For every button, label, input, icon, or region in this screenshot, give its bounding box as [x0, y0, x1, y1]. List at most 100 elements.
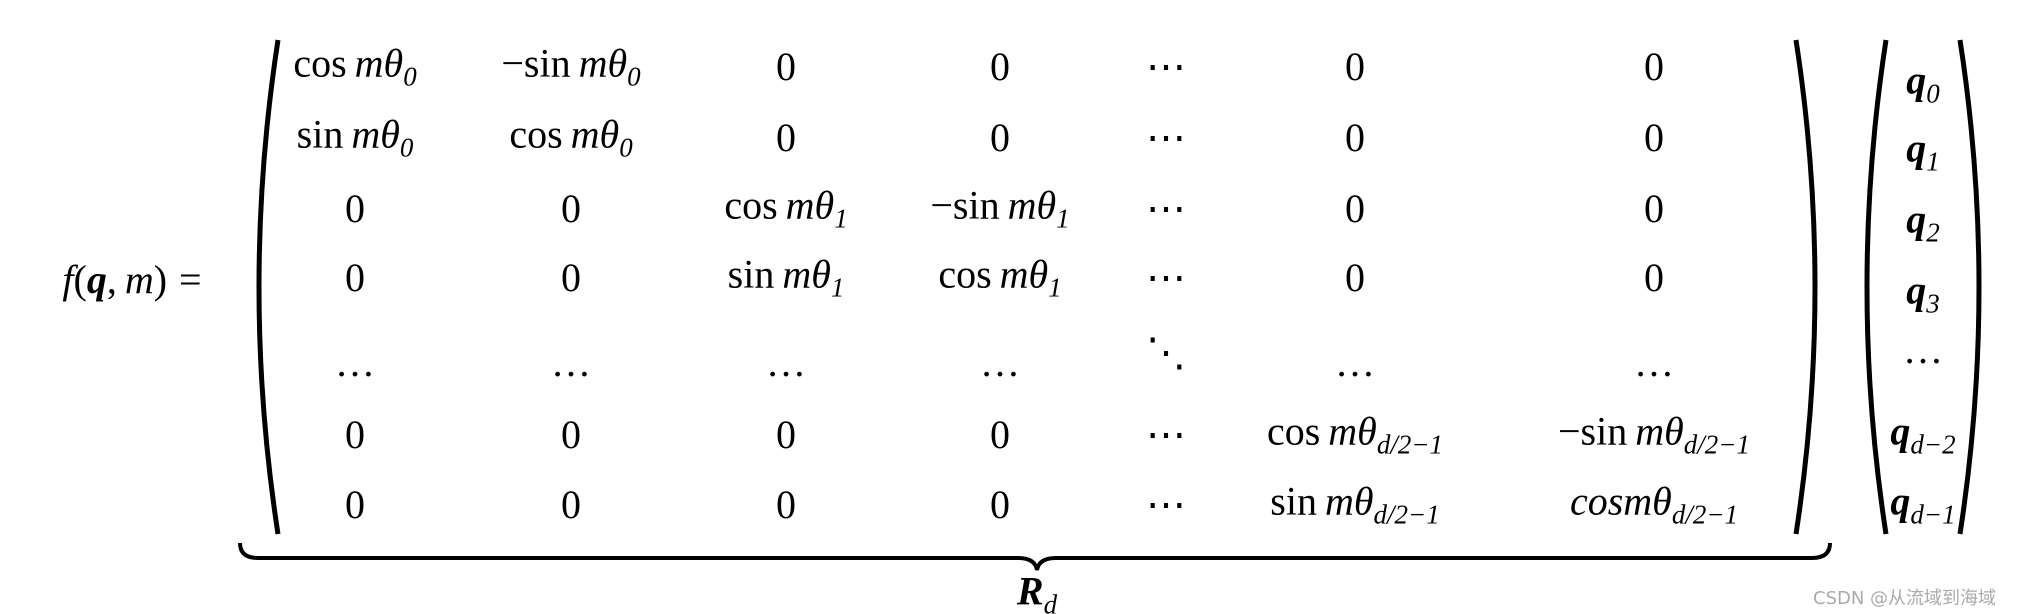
- vector-entry: q0: [1906, 60, 1940, 107]
- matrix-cell: sin mθd/2−1: [1270, 481, 1439, 528]
- matrix-cell: 0: [345, 258, 365, 298]
- math-part: 0: [1926, 78, 1940, 109]
- math-part: 0: [990, 44, 1010, 89]
- matrix-cell: 0: [1345, 47, 1365, 87]
- math-part: 0: [345, 412, 365, 457]
- matrix-cell: cosmθd/2−1: [1570, 481, 1738, 528]
- math-part: mθ: [354, 40, 404, 86]
- matrix-cell: −sin mθ0: [501, 43, 640, 90]
- math-part: q: [1906, 196, 1927, 242]
- math-part: mθ: [782, 251, 831, 297]
- math-part: 0: [990, 482, 1010, 527]
- math-part: cos: [293, 40, 347, 86]
- matrix-cell: ⋯: [1146, 258, 1186, 298]
- matrix-cell: ⋯: [1146, 415, 1186, 455]
- vector-entry: qd−2: [1890, 411, 1955, 458]
- math-part: 1: [830, 272, 845, 303]
- matrix-cell: 0: [776, 415, 796, 455]
- math-part: 0: [403, 61, 417, 92]
- math-part: d−2: [1910, 429, 1956, 460]
- math-part: 0: [345, 186, 365, 231]
- matrix-cell: 0: [1345, 118, 1365, 158]
- math-part: 0: [561, 482, 581, 527]
- left-paren: [256, 39, 281, 535]
- math-part: q: [86, 257, 107, 302]
- math-part: ⋯: [1146, 255, 1186, 300]
- matrix-cell: sin mθ1: [728, 254, 845, 301]
- math-part: m: [124, 257, 154, 302]
- math-part: 0: [1644, 115, 1664, 160]
- matrix-cell: 0: [561, 415, 581, 455]
- math-part: 0: [345, 482, 365, 527]
- matrix-cell: ⋯: [1146, 189, 1186, 229]
- watermark: CSDN @从流域到海域: [1813, 588, 1997, 609]
- vector-entry: q3: [1906, 270, 1940, 317]
- right-paren: [1793, 39, 1818, 535]
- math-part: −sin: [930, 182, 1000, 228]
- math-part: ⋯: [1146, 115, 1186, 160]
- math-part: 0: [776, 44, 796, 89]
- math-part: sin: [296, 111, 344, 157]
- math-part: 0: [561, 255, 581, 300]
- matrix-cell: 0: [776, 118, 796, 158]
- vector-entry: …: [1903, 330, 1943, 370]
- vector-left-paren: [1864, 39, 1889, 535]
- math-part: 0: [990, 412, 1010, 457]
- math-part: 0: [399, 132, 414, 163]
- math-part: R: [1016, 568, 1044, 614]
- matrix-cell: cos mθ1: [938, 254, 1061, 301]
- math-part: mθ: [570, 111, 620, 157]
- math-part: d: [1043, 589, 1058, 614]
- matrix-cell: 0: [561, 189, 581, 229]
- math-part: f: [62, 257, 74, 302]
- math-part: d/2−1: [1683, 429, 1751, 460]
- matrix-cell: …: [766, 343, 806, 383]
- underbrace-label: Rd: [1017, 571, 1057, 614]
- math-part: cos: [724, 182, 778, 228]
- math-part: sin: [727, 251, 775, 297]
- math-part: 0: [1644, 44, 1664, 89]
- math-part: ⋯: [1146, 412, 1186, 457]
- math-part: cos: [938, 251, 992, 297]
- matrix-cell: 0: [776, 47, 796, 87]
- math-part: 0: [776, 412, 796, 457]
- math-part: 0: [561, 186, 581, 231]
- math-part: −sin: [1557, 408, 1628, 454]
- vector-entry: q1: [1906, 128, 1940, 175]
- math-part: …: [1335, 340, 1375, 385]
- math-part: =: [179, 257, 202, 302]
- math-part: 1: [834, 203, 848, 234]
- math-part: sin: [1270, 478, 1317, 524]
- math-part: mθ: [1324, 478, 1374, 524]
- math-part: ): [153, 257, 168, 302]
- math-part: 1: [1926, 146, 1940, 177]
- matrix-cell: 0: [345, 415, 365, 455]
- matrix-cell: 0: [990, 118, 1010, 158]
- math-part: …: [335, 340, 375, 385]
- math-part: q: [1906, 125, 1927, 171]
- math-part: …: [980, 340, 1020, 385]
- math-part: …: [1903, 327, 1943, 372]
- math-part: 3: [1926, 288, 1940, 319]
- matrix-cell: 0: [561, 258, 581, 298]
- matrix-cell: 0: [990, 415, 1010, 455]
- matrix-cell: cos mθ1: [724, 185, 847, 232]
- matrix-cell: 0: [345, 189, 365, 229]
- math-part: d−1: [1910, 499, 1956, 530]
- math-part: q: [1890, 478, 1911, 524]
- math-part: q: [1906, 57, 1927, 103]
- matrix-cell: ⋱: [1146, 333, 1186, 373]
- math-part: q: [1906, 267, 1927, 313]
- math-part: cosmθ: [1569, 478, 1672, 524]
- math-part: 0: [561, 412, 581, 457]
- matrix-cell: cos mθ0: [509, 114, 632, 161]
- matrix-cell: ⋯: [1146, 118, 1186, 158]
- vector-right-paren: [1957, 39, 1982, 535]
- matrix-cell: 0: [345, 485, 365, 525]
- math-part: 0: [1644, 255, 1664, 300]
- math-part: cos: [1266, 408, 1321, 454]
- math-part: 0: [345, 255, 365, 300]
- math-part: …: [1634, 340, 1674, 385]
